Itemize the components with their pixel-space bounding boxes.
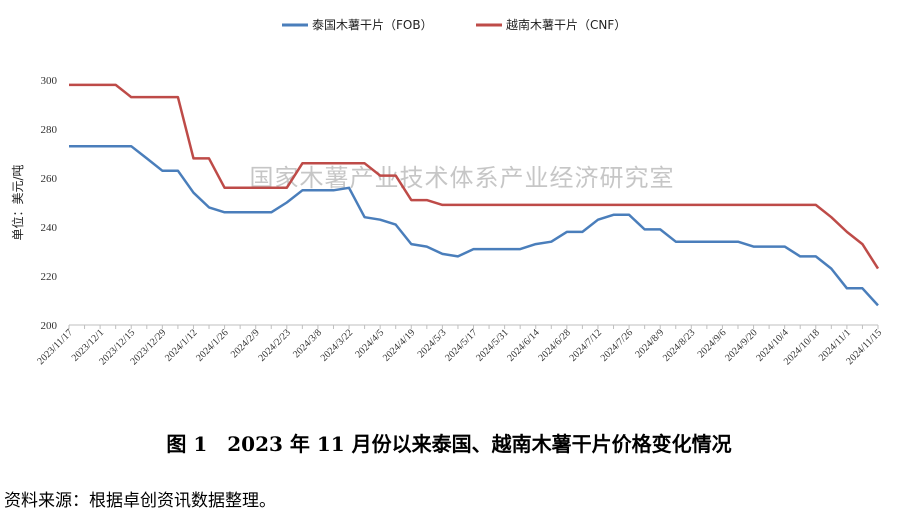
x-tick-label: 2024/9/20	[723, 327, 759, 363]
x-tick-label: 2024/8/23	[661, 327, 697, 363]
y-tick-label: 200	[41, 320, 58, 332]
x-tick-label: 2024/5/31	[474, 327, 510, 363]
watermark: 国家木薯产业技术体系产业经济研究室	[250, 164, 675, 192]
x-tick-label: 2024/7/12	[568, 327, 604, 363]
y-tick-label: 280	[41, 124, 58, 136]
y-tick-label: 260	[41, 173, 58, 185]
legend-label: 越南木薯干片（CNF）	[506, 17, 626, 32]
series-line-thailand-fob	[69, 144, 879, 307]
x-axis: 2023/11/172023/12/12023/12/152023/12/292…	[35, 324, 884, 367]
y-axis-ticks: 200 220 240 260 280 300	[41, 75, 58, 332]
x-tick-label: 2024/1/26	[194, 327, 230, 363]
price-line-chart: 泰国木薯干片（FOB） 越南木薯干片（CNF） 单位：美元/吨 200 220 240…	[10, 17, 884, 367]
y-tick-label: 240	[41, 222, 58, 234]
x-tick-label: 2023/11/17	[35, 327, 75, 367]
y-axis-label: 单位：美元/吨	[10, 164, 25, 240]
x-tick-label: 2024/7/26	[599, 327, 635, 363]
y-tick-label: 300	[41, 75, 58, 87]
legend-label: 泰国木薯干片（FOB）	[312, 18, 433, 32]
x-tick-label: 2024/1/12	[163, 327, 199, 363]
x-tick-label: 2024/5/17	[443, 327, 479, 363]
series-line-vietnam-cnf	[69, 83, 880, 270]
x-tick-label: 2024/4/19	[381, 327, 417, 363]
source-note: 资料来源：根据卓创资讯数据整理。	[4, 491, 276, 511]
x-tick-label: 2024/6/14	[505, 327, 541, 363]
x-tick-label: 2024/2/23	[256, 327, 292, 363]
x-tick-label: 2024/3/22	[319, 327, 355, 363]
figure-caption: 图 1 2023 年 11 月份以来泰国、越南木薯干片价格变化情况	[166, 432, 732, 456]
legend: 泰国木薯干片（FOB） 越南木薯干片（CNF）	[282, 17, 626, 32]
y-tick-label: 220	[41, 271, 58, 283]
series-lines	[69, 83, 880, 307]
x-tick-label: 2024/6/28	[537, 327, 573, 363]
